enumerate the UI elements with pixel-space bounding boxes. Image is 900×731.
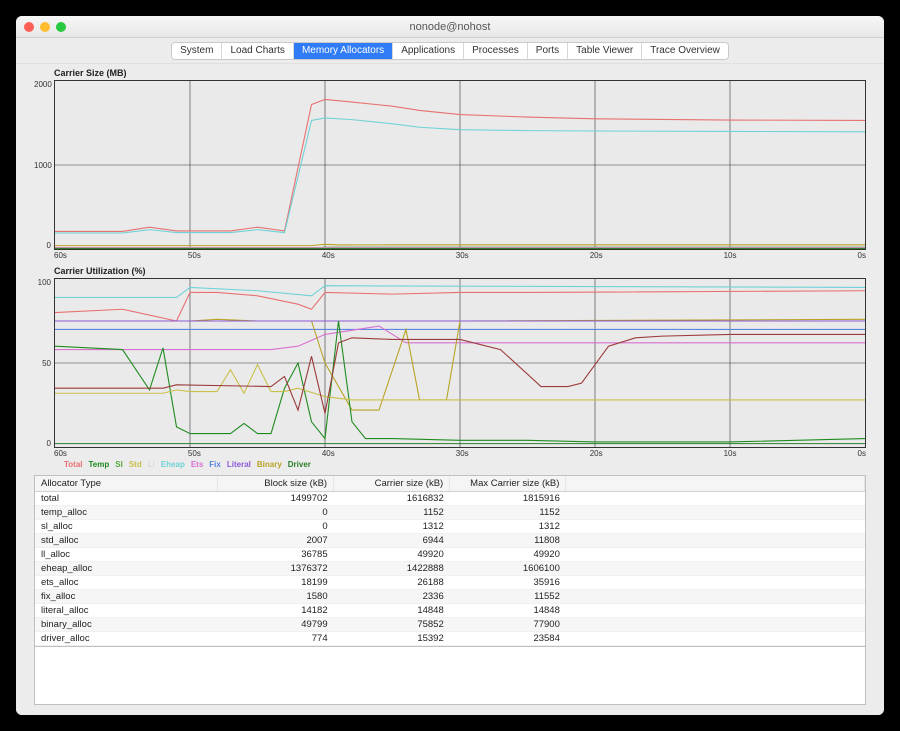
- table-empty-area: [34, 647, 866, 705]
- chart2-plot: [54, 278, 866, 448]
- chart-title: Carrier Utilization (%): [54, 266, 866, 276]
- table-row[interactable]: ets_alloc181992618835916: [35, 576, 865, 590]
- col-header[interactable]: Block size (kB): [217, 476, 333, 492]
- table-header-row: Allocator TypeBlock size (kB)Carrier siz…: [35, 476, 865, 492]
- window-title: nonode@nohost: [410, 21, 491, 33]
- chart-carrier-size: Carrier Size (MB) 200010000 60s50s40s30s…: [34, 68, 866, 260]
- titlebar: nonode@nohost: [16, 16, 884, 38]
- legend-temp: Temp: [89, 460, 110, 469]
- tab-processes[interactable]: Processes: [464, 43, 528, 59]
- chart-title: Carrier Size (MB): [54, 68, 866, 78]
- col-header[interactable]: Allocator Type: [35, 476, 217, 492]
- col-header[interactable]: Max Carrier size (kB): [450, 476, 566, 492]
- legend-total: Total: [64, 460, 83, 469]
- table-row[interactable]: ll_alloc367854992049920: [35, 548, 865, 562]
- minimize-icon[interactable]: [40, 22, 50, 32]
- col-header[interactable]: Carrier size (kB): [334, 476, 450, 492]
- table-row[interactable]: literal_alloc141821484814848: [35, 604, 865, 618]
- table-row[interactable]: fix_alloc1580233611552: [35, 590, 865, 604]
- table-row[interactable]: sl_alloc013121312: [35, 520, 865, 534]
- tab-ports[interactable]: Ports: [528, 43, 568, 59]
- legend-binary: Binary: [257, 460, 282, 469]
- table-row[interactable]: driver_alloc7741539223584: [35, 632, 865, 646]
- chart-legend: Total Temp Sl Std Ll Eheap Ets Fix Literal Binary…: [64, 460, 866, 469]
- chart2-xaxis: 60s50s40s30s20s10s0s: [54, 449, 866, 458]
- chart1-xaxis: 60s50s40s30s20s10s0s: [54, 251, 866, 260]
- allocator-table: Allocator TypeBlock size (kB)Carrier siz…: [34, 475, 866, 647]
- legend-ll: Ll: [148, 460, 155, 469]
- zoom-icon[interactable]: [56, 22, 66, 32]
- table-row[interactable]: eheap_alloc137637214228881606100: [35, 562, 865, 576]
- close-icon[interactable]: [24, 22, 34, 32]
- tab-system[interactable]: System: [172, 43, 222, 59]
- tab-load-charts[interactable]: Load Charts: [222, 43, 293, 59]
- legend-ets: Ets: [191, 460, 203, 469]
- tab-bar: SystemLoad ChartsMemory AllocatorsApplic…: [16, 38, 884, 64]
- legend-std: Std: [129, 460, 142, 469]
- legend-literal: Literal: [227, 460, 251, 469]
- table-row[interactable]: binary_alloc497997585277900: [35, 618, 865, 632]
- chart-carrier-utilization: Carrier Utilization (%) 100500 60s50s40s…: [34, 266, 866, 469]
- legend-sl: Sl: [115, 460, 123, 469]
- tab-applications[interactable]: Applications: [393, 43, 464, 59]
- table-row[interactable]: total149970216168321815916: [35, 492, 865, 506]
- table-row[interactable]: std_alloc2007694411808: [35, 534, 865, 548]
- tab-trace-overview[interactable]: Trace Overview: [642, 43, 728, 59]
- chart2-yaxis: 100500: [34, 278, 54, 448]
- app-window: nonode@nohost SystemLoad ChartsMemory Al…: [16, 16, 884, 715]
- tab-table-viewer[interactable]: Table Viewer: [568, 43, 642, 59]
- tab-segmented-control: SystemLoad ChartsMemory AllocatorsApplic…: [171, 42, 729, 60]
- legend-eheap: Eheap: [161, 460, 185, 469]
- legend-driver: Driver: [288, 460, 311, 469]
- chart1-plot: [54, 80, 866, 250]
- chart1-yaxis: 200010000: [34, 80, 54, 250]
- legend-fix: Fix: [209, 460, 221, 469]
- tab-memory-allocators[interactable]: Memory Allocators: [294, 43, 393, 59]
- table-row[interactable]: temp_alloc011521152: [35, 506, 865, 520]
